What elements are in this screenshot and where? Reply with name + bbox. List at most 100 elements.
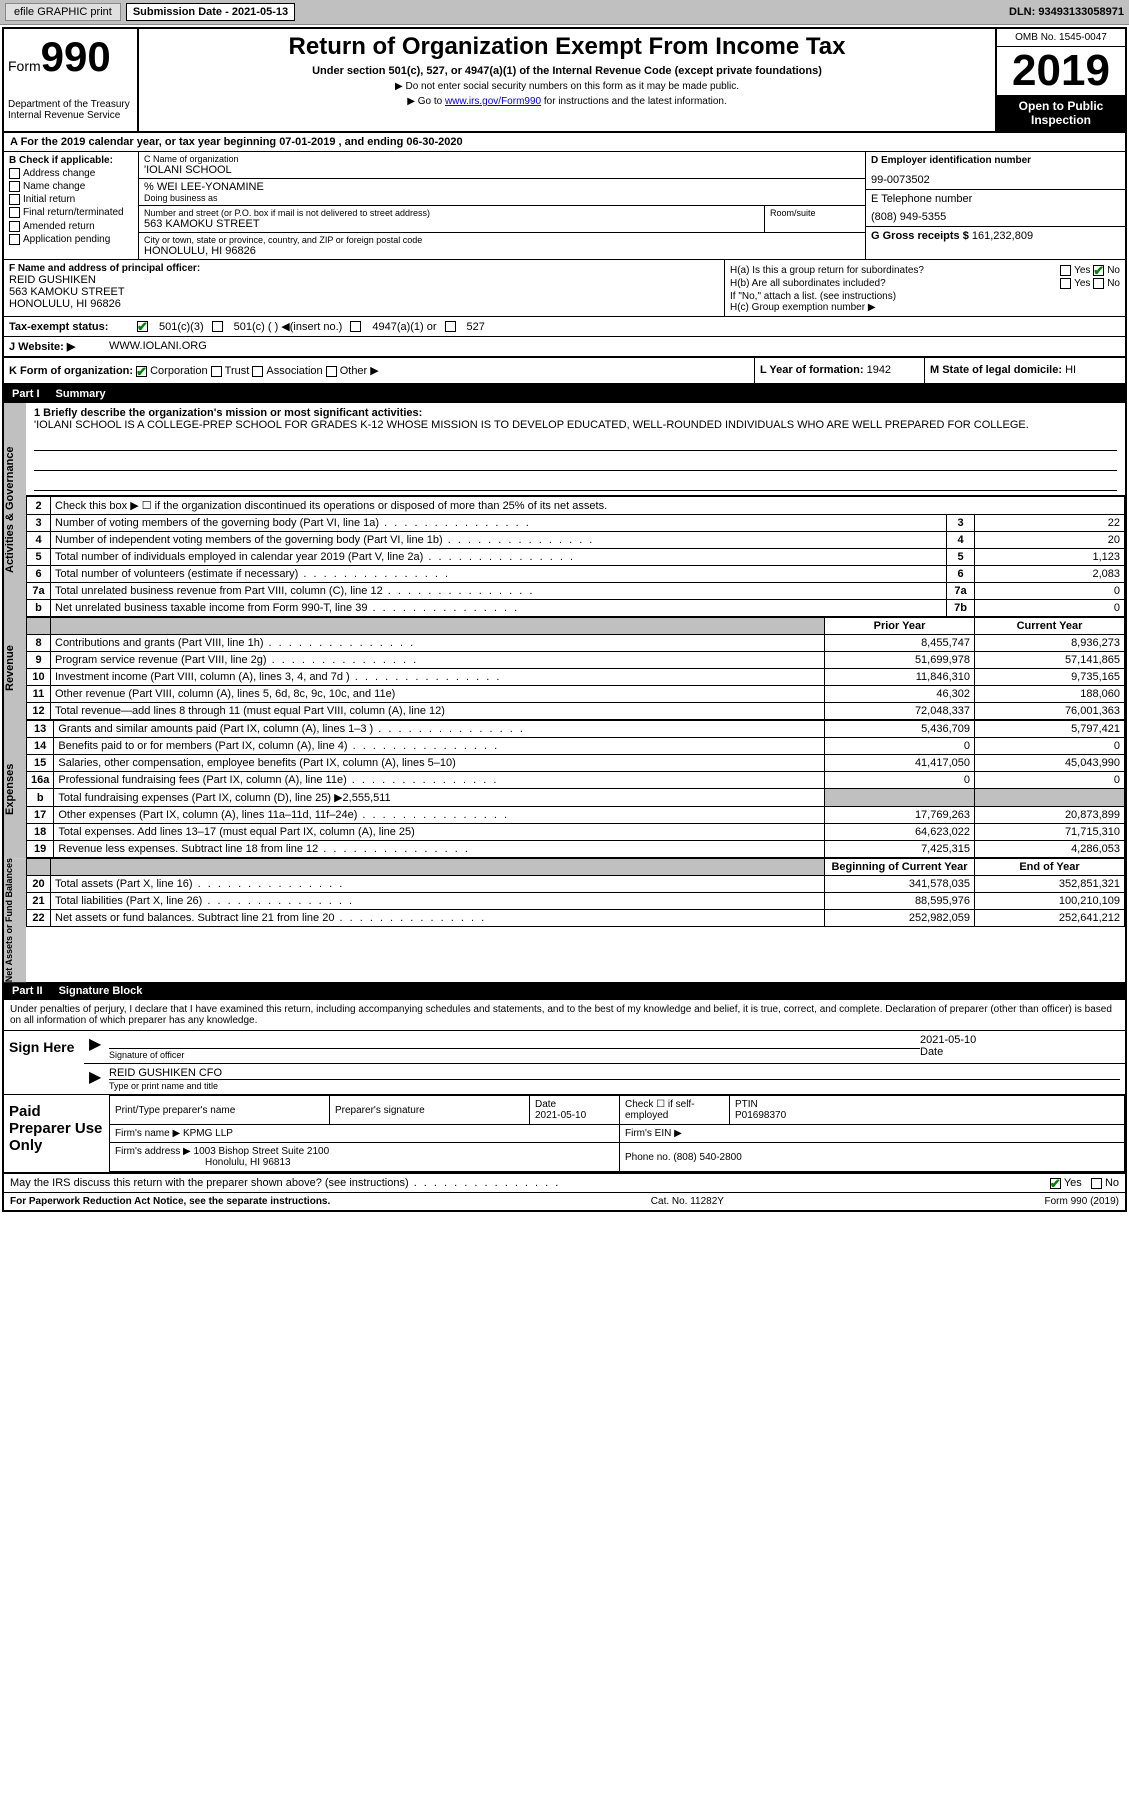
sign-here-label: Sign Here	[4, 1031, 84, 1094]
firm-addr-label: Firm's address ▶	[115, 1146, 191, 1157]
assoc-checkbox[interactable]	[252, 366, 263, 377]
toolbar: efile GRAPHIC print Submission Date - 20…	[0, 0, 1129, 25]
note2-post: for instructions and the latest informat…	[541, 96, 727, 107]
firm-label: Firm's name ▶	[115, 1128, 180, 1139]
firm-addr: 1003 Bishop Street Suite 2100	[194, 1146, 330, 1157]
check-b-title: B Check if applicable:	[9, 155, 133, 166]
l6-label: Total number of volunteers (estimate if …	[51, 566, 947, 583]
dba-label: Doing business as	[144, 193, 860, 203]
501c3-label: 501(c)(3)	[159, 321, 204, 333]
form-title: Return of Organization Exempt From Incom…	[143, 33, 991, 61]
mission-label: 1 Briefly describe the organization's mi…	[34, 407, 1117, 419]
table-row: 13Grants and similar amounts paid (Part …	[27, 721, 1125, 738]
table-row: 19Revenue less expenses. Subtract line 1…	[27, 841, 1125, 858]
ag-table: 2Check this box ▶ ☐ if the organization …	[26, 496, 1125, 617]
self-employed-check: Check ☐ if self-employed	[620, 1096, 730, 1125]
trust-checkbox[interactable]	[211, 366, 222, 377]
form-label: Form	[8, 58, 41, 74]
ha-yes-checkbox[interactable]	[1060, 265, 1071, 276]
website-value: WWW.IOLANI.ORG	[109, 340, 207, 353]
name-title-label: Type or print name and title	[109, 1079, 1120, 1091]
address-change-checkbox[interactable]	[9, 168, 20, 179]
hb-yes-checkbox[interactable]	[1060, 278, 1071, 289]
initial-return-checkbox[interactable]	[9, 194, 20, 205]
final-return-checkbox[interactable]	[9, 207, 20, 218]
discuss-yes-checkbox[interactable]	[1050, 1178, 1061, 1189]
inspection-label: Open to Public Inspection	[997, 95, 1125, 131]
table-row: 21Total liabilities (Part X, line 26)88,…	[27, 893, 1125, 910]
amended-return-checkbox[interactable]	[9, 221, 20, 232]
form-note-2: ▶ Go to www.irs.gov/Form990 for instruct…	[143, 96, 991, 107]
preparer-section: Paid Preparer Use Only Print/Type prepar…	[4, 1095, 1125, 1174]
efile-print-button[interactable]: efile GRAPHIC print	[5, 3, 121, 21]
name-change-label: Name change	[23, 181, 85, 192]
form-org-row: K Form of organization: Corporation Trus…	[4, 358, 1125, 385]
end-year-header: End of Year	[975, 859, 1125, 876]
form990-link[interactable]: www.irs.gov/Form990	[445, 96, 541, 107]
table-row: 15Salaries, other compensation, employee…	[27, 755, 1125, 772]
submission-date: Submission Date - 2021-05-13	[126, 3, 295, 21]
hc-label: H(c) Group exemption number ▶	[730, 302, 1120, 313]
ein-value: 99-0073502	[871, 174, 1120, 186]
year-formation-label: L Year of formation:	[760, 364, 864, 376]
state-domicile: HI	[1065, 364, 1076, 376]
table-row: 17Other expenses (Part IX, column (A), l…	[27, 807, 1125, 824]
firm-ein-label: Firm's EIN ▶	[620, 1125, 1125, 1143]
ha-no-checkbox[interactable]	[1093, 265, 1104, 276]
tel-value: (808) 949-5355	[871, 211, 1120, 223]
arrow-icon: ▶	[89, 1034, 109, 1060]
table-row: 18Total expenses. Add lines 13–17 (must …	[27, 824, 1125, 841]
other-checkbox[interactable]	[326, 366, 337, 377]
l7a-val: 0	[975, 583, 1125, 600]
tel-label: E Telephone number	[871, 193, 1120, 205]
part1-label: Part I	[12, 388, 40, 400]
gross-receipts: G Gross receipts $ 161,232,809	[866, 227, 1125, 245]
preparer-label: Paid Preparer Use Only	[4, 1095, 109, 1172]
l3-box: 3	[947, 515, 975, 532]
care-of: % WEI LEE-YONAMINE	[144, 181, 860, 193]
netassets-table: Beginning of Current YearEnd of Year 20T…	[26, 858, 1125, 927]
form-header: Form990 Department of the Treasury Inter…	[4, 29, 1125, 133]
prep-date-label: Date	[535, 1099, 556, 1110]
city-label: City or town, state or province, country…	[144, 235, 860, 245]
tax-period: A For the 2019 calendar year, or tax yea…	[4, 133, 1125, 152]
addr-label: Number and street (or P.O. box if mail i…	[144, 208, 759, 218]
4947-checkbox[interactable]	[350, 321, 361, 332]
501c3-checkbox[interactable]	[137, 321, 148, 332]
l7a-num: 7a	[27, 583, 51, 600]
527-label: 527	[467, 321, 485, 333]
l6-val: 2,083	[975, 566, 1125, 583]
gross-label: G Gross receipts $	[871, 230, 969, 242]
501c-checkbox[interactable]	[212, 321, 223, 332]
4947-label: 4947(a)(1) or	[372, 321, 436, 333]
hb-no-checkbox[interactable]	[1093, 278, 1104, 289]
501c-label: 501(c) ( ) ◀(insert no.)	[234, 320, 343, 333]
527-checkbox[interactable]	[445, 321, 456, 332]
application-pending-checkbox[interactable]	[9, 234, 20, 245]
name-change-checkbox[interactable]	[9, 181, 20, 192]
l5-val: 1,123	[975, 549, 1125, 566]
l5-label: Total number of individuals employed in …	[51, 549, 947, 566]
hb-note: If "No," attach a list. (see instruction…	[730, 291, 1120, 302]
hb-yes-label: Yes	[1074, 278, 1090, 289]
corp-checkbox[interactable]	[136, 366, 147, 377]
footer-row: For Paperwork Reduction Act Notice, see …	[4, 1193, 1125, 1210]
discuss-no-checkbox[interactable]	[1091, 1178, 1102, 1189]
website-row: J Website: ▶ WWW.IOLANI.ORG	[4, 337, 1125, 358]
table-row: 11Other revenue (Part VIII, column (A), …	[27, 686, 1125, 703]
table-row: 20Total assets (Part X, line 16)341,578,…	[27, 876, 1125, 893]
l7b-num: b	[27, 600, 51, 617]
tax-status-label: Tax-exempt status:	[9, 321, 129, 333]
rev-side-label: Revenue	[4, 617, 26, 720]
ha-yes-label: Yes	[1074, 265, 1090, 276]
amended-return-label: Amended return	[23, 221, 95, 232]
part2-header: Part II Signature Block	[4, 982, 1125, 1000]
assoc-label: Association	[266, 365, 322, 377]
org-info: C Name of organization 'IOLANI SCHOOL % …	[139, 152, 865, 259]
table-row: 8Contributions and grants (Part VIII, li…	[27, 635, 1125, 652]
dln: DLN: 93493133058971	[1009, 6, 1124, 18]
begin-year-header: Beginning of Current Year	[825, 859, 975, 876]
h-section: H(a) Is this a group return for subordin…	[725, 260, 1125, 316]
officer-name: REID GUSHIKEN	[9, 274, 719, 286]
part2-label: Part II	[12, 985, 43, 997]
